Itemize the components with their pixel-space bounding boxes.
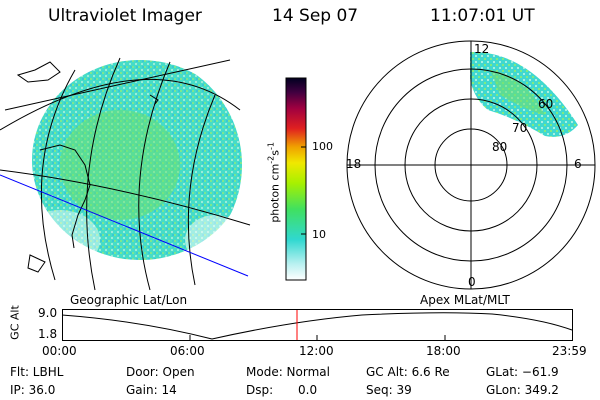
instrument-title: Ultraviolet Imager xyxy=(48,6,202,26)
geographic-image-panel xyxy=(0,53,251,291)
date-label: 14 Sep 07 xyxy=(272,6,359,26)
altitude-ytick-1-8: 1.8 xyxy=(38,327,58,341)
glon-label: GLon: 349.2 xyxy=(486,383,559,397)
mlt-label-0: 0 xyxy=(468,275,476,289)
ip-label: IP: 36.0 xyxy=(10,383,56,397)
colorbar-unit-label: photon cm-2s-1 xyxy=(266,142,282,223)
time-tick-1200: 12:00 xyxy=(299,344,334,358)
colorbar-tick-10: 10 xyxy=(312,228,326,241)
time-tick-0600: 06:00 xyxy=(170,344,205,358)
gc-alt-label: GC Alt: 6.6 Re xyxy=(366,365,450,379)
time-label: 11:07:01 UT xyxy=(430,6,535,26)
altitude-ytick-9: 9.0 xyxy=(38,306,58,320)
dsp-value: 0.0 xyxy=(298,383,318,397)
colorbar xyxy=(285,77,307,281)
apex-caption: Apex MLat/MLT xyxy=(420,293,510,307)
geographic-caption: Geographic Lat/Lon xyxy=(70,293,188,307)
mlt-label-6: 6 xyxy=(574,157,582,171)
seq-label: Seq: 39 xyxy=(366,383,412,397)
glat-label: GLat: −61.9 xyxy=(486,365,559,379)
polar-plot xyxy=(346,40,596,290)
mlat-label-60: 60 xyxy=(538,97,554,111)
dsp-label: Dsp: xyxy=(246,383,274,397)
door-label: Door: Open xyxy=(126,365,195,379)
filter-label: Flt: LBHL xyxy=(10,365,64,379)
mlt-label-18: 18 xyxy=(346,157,362,171)
mode-label: Mode: Normal xyxy=(246,365,330,379)
altitude-plot xyxy=(61,309,573,341)
mlat-label-70: 70 xyxy=(512,121,528,135)
polar-grid xyxy=(346,40,596,290)
mlt-label-12: 12 xyxy=(474,42,490,56)
mlat-label-80: 80 xyxy=(492,140,508,154)
gain-label: Gain: 14 xyxy=(126,383,177,397)
colorbar-tick-100: 100 xyxy=(312,140,333,153)
altitude-curve xyxy=(61,312,573,340)
time-tick-0000: 00:00 xyxy=(42,344,77,358)
time-tick-1800: 18:00 xyxy=(426,344,461,358)
coastline xyxy=(16,61,159,273)
geographic-grid xyxy=(0,57,251,291)
time-tick-2359: 23:59 xyxy=(552,344,587,358)
altitude-ylabel: GC Alt xyxy=(8,305,22,340)
orbit-track xyxy=(0,174,249,277)
